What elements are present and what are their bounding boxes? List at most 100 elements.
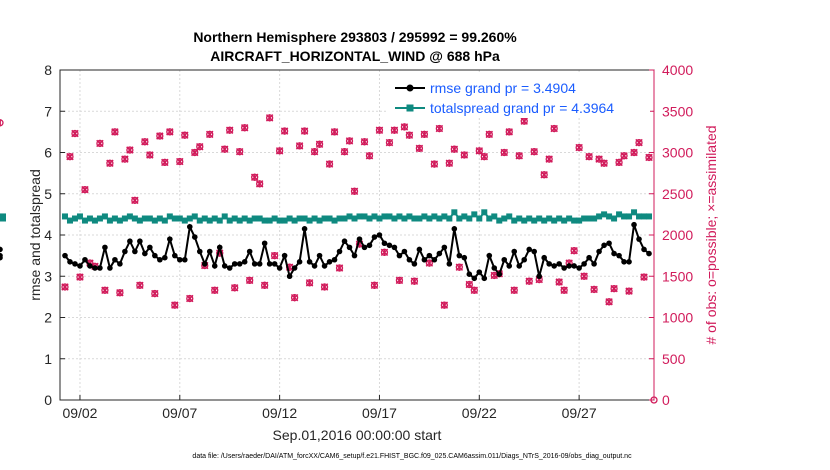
rmse-point: [172, 252, 178, 259]
rmse-point: [0, 254, 3, 261]
rmse-point: [147, 244, 153, 251]
obs-assimilated-marker: [575, 143, 583, 152]
rmse-point: [471, 275, 478, 282]
rmse-point: [366, 242, 373, 249]
spread-point: [146, 215, 153, 222]
rmse-point: [0, 246, 3, 253]
y-axis-label: rmse and totalspread: [27, 169, 43, 301]
rmse-point: [271, 261, 278, 267]
y2-axis-label: # of obs: o=possible; ×=assimilated: [703, 125, 719, 344]
y2-tick-label: 1000: [662, 310, 693, 326]
spread-point: [326, 215, 333, 222]
obs-assimilated-marker: [395, 276, 404, 285]
x-tick-label: 09/12: [262, 405, 297, 421]
spread-point: [376, 215, 383, 222]
obs-assimilated-marker: [480, 152, 489, 161]
spread-point: [406, 213, 413, 220]
obs-assimilated-marker: [275, 147, 284, 155]
rmse-point: [246, 248, 253, 255]
rmse-point: [541, 254, 547, 261]
rmse-point: [181, 256, 188, 263]
rmse-point: [566, 263, 572, 269]
spread-point: [476, 215, 483, 222]
spread-point: [256, 215, 263, 222]
y2-tick-label: 3000: [662, 145, 693, 161]
footer-data-file: data file: /Users/raeder/DAI/ATM_forcXX/…: [192, 453, 632, 460]
rmse-point: [137, 238, 143, 244]
obs-assimilated-marker: [410, 277, 419, 285]
spread-point: [576, 217, 583, 224]
rmse-point: [176, 256, 183, 263]
obs-assimilated-marker: [340, 147, 349, 156]
spread-point: [586, 215, 593, 222]
obs-assimilated-marker: [181, 131, 189, 139]
obs-assimilated-marker: [76, 273, 84, 281]
spread-point: [0, 213, 6, 220]
y2-tick-label: 2500: [662, 186, 693, 202]
spread-point: [361, 213, 368, 220]
obs-assimilated-marker: [360, 138, 369, 146]
rmse-point: [241, 259, 248, 265]
rmse-point: [87, 263, 93, 269]
spread-point: [591, 215, 598, 222]
rmse-point: [376, 232, 383, 238]
rmse-point: [326, 259, 333, 265]
y-axis-left: 0 1 2 3 4 5 6 7 8: [44, 62, 65, 408]
spread-point: [611, 215, 618, 222]
spread-point: [181, 217, 188, 224]
obs-assimilated-marker: [445, 159, 454, 167]
spread-point: [316, 217, 323, 224]
rmse-point: [162, 254, 168, 261]
rmse-point: [491, 265, 498, 271]
rmse-point: [386, 242, 393, 249]
rmse-point: [216, 244, 223, 251]
obs-assimilated-marker: [320, 283, 329, 291]
spread-point: [106, 217, 113, 224]
obs-assimilated-marker: [450, 145, 459, 153]
rmse-point: [261, 240, 268, 247]
spread-point: [186, 215, 193, 222]
spread-point: [281, 217, 288, 224]
obs-assimilated-marker: [485, 130, 494, 139]
spread-point: [486, 215, 493, 222]
obs-assimilated-marker: [425, 259, 434, 267]
rmse-point: [356, 236, 363, 242]
spread-point: [621, 213, 628, 220]
spread-point: [271, 215, 278, 222]
y-tick-label: 5: [44, 186, 52, 202]
y2-tick-label: 0: [662, 392, 670, 408]
obs-assimilated-marker: [550, 124, 558, 133]
obs-assimilated-marker: [151, 289, 159, 298]
obs-assimilated-marker: [615, 158, 623, 167]
obs-assimilated-marker: [270, 251, 279, 260]
rmse-point: [371, 234, 378, 240]
obs-markers: [0, 114, 658, 404]
rmse-point: [112, 256, 118, 263]
obs-assimilated-marker: [465, 280, 474, 289]
spread-point: [626, 213, 633, 220]
spread-point: [336, 215, 343, 222]
obs-assimilated-marker: [470, 286, 479, 295]
obs-assimilated-marker: [530, 147, 538, 156]
rmse-point: [496, 271, 503, 277]
obs-assimilated-marker: [385, 138, 394, 147]
legend-spread-label: totalspread grand pr = 4.3964: [430, 100, 614, 116]
spread-point: [451, 209, 458, 216]
rmse-point: [157, 256, 163, 263]
obs-assimilated-marker: [250, 173, 259, 181]
rmse-point: [506, 263, 513, 269]
rmse-point: [321, 263, 328, 269]
spread-point: [191, 213, 198, 220]
spread-point: [401, 215, 408, 222]
rmse-point: [636, 236, 642, 242]
rmse-point: [62, 252, 68, 259]
rmse-point: [77, 263, 83, 269]
legend-box: [388, 74, 650, 118]
obs-assimilated-marker: [330, 128, 339, 136]
y2-tick-label: 4000: [662, 62, 693, 78]
rmse-point: [102, 244, 108, 251]
rmse-point: [301, 226, 308, 232]
obs-assimilated-marker: [415, 144, 424, 153]
spread-point: [331, 217, 338, 224]
x-axis: 09/02 09/07 09/12 09/17 09/22 09/27: [62, 395, 597, 421]
